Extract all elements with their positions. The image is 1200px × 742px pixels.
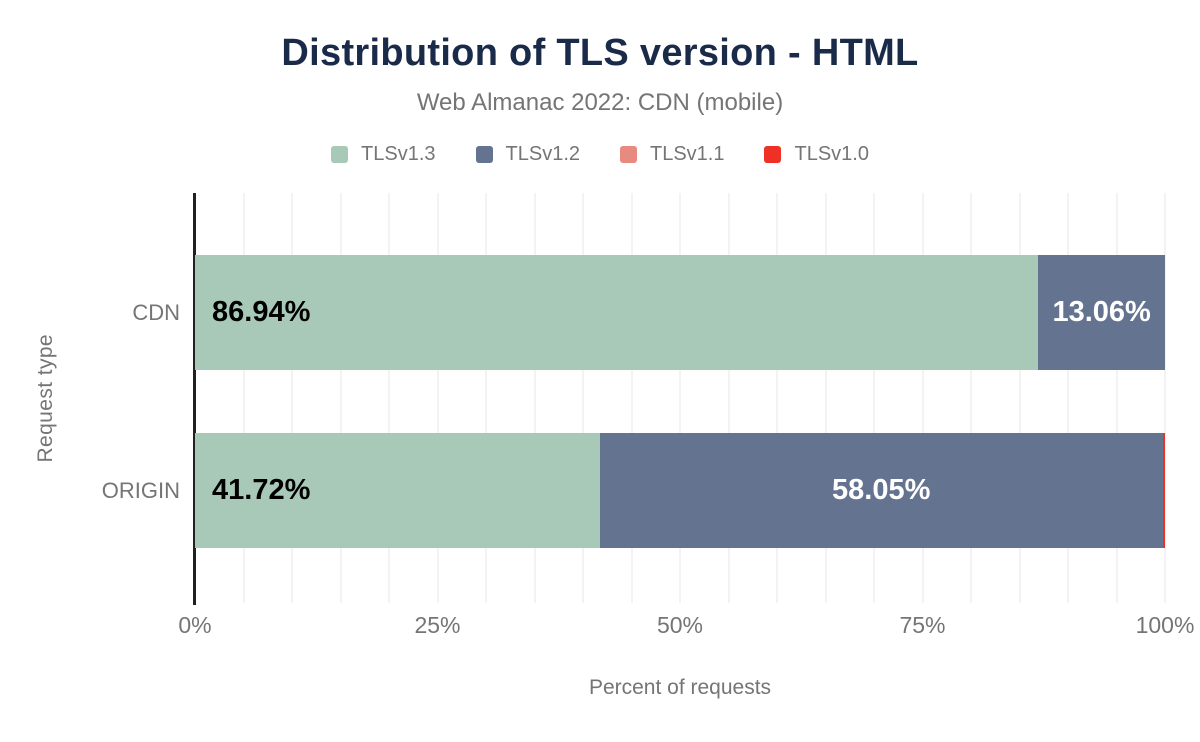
gridline	[339, 193, 342, 603]
gridline	[1018, 193, 1021, 603]
gridline	[776, 193, 778, 603]
gridline	[630, 193, 633, 603]
legend-swatch-tlsv1-1	[620, 146, 637, 163]
gridline	[824, 193, 827, 603]
segment-cdn-tlsv1-2: 13.06%	[1038, 255, 1165, 370]
chart-subtitle: Web Almanac 2022: CDN (mobile)	[416, 89, 784, 116]
y-axis-line	[193, 193, 196, 605]
x-tick-50: 50%	[656, 612, 704, 638]
x-tick-100: 100%	[1135, 612, 1195, 638]
category-label-origin: ORIGIN	[101, 477, 180, 503]
gridline	[242, 193, 245, 603]
gridline	[582, 193, 584, 603]
segment-origin-tlsv1-2: 58.05%	[599, 433, 1163, 548]
legend-label: TLSv1.2	[505, 143, 580, 165]
gridline	[388, 193, 390, 603]
legend-item-tlsv1-3: TLSv1.3	[331, 143, 436, 166]
gridline	[873, 193, 875, 603]
y-axis-title: Request type	[34, 333, 57, 463]
gridline	[1164, 193, 1166, 603]
category-label-cdn: CDN	[132, 299, 180, 325]
legend-swatch-tlsv1-0	[764, 146, 782, 163]
gridline	[921, 193, 924, 603]
segment-cdn-tlsv1-3: 86.94%	[195, 255, 1039, 370]
gridline	[1067, 193, 1069, 603]
gridline	[485, 193, 487, 603]
segment-origin-tlsv1-3: 41.72%	[195, 433, 600, 548]
legend: TLSv1.3 TLSv1.2 TLSv1.1 TLSv1.0	[0, 143, 1200, 166]
legend-swatch-tlsv1-3	[331, 146, 349, 163]
value-label: 41.72%	[212, 474, 311, 506]
gridline	[970, 193, 972, 603]
legend-item-tlsv1-0: TLSv1.0	[764, 143, 869, 166]
bar-origin: 41.72% 58.05%	[195, 433, 1165, 548]
x-tick-0: 0%	[178, 612, 212, 638]
value-label: 58.05%	[832, 474, 931, 506]
x-axis-title: Percent of requests	[588, 676, 772, 699]
segment-origin-tlsv1-0	[1163, 433, 1165, 548]
x-tick-25: 25%	[414, 612, 461, 638]
legend-swatch-tlsv1-2	[475, 146, 493, 163]
gridline	[1115, 193, 1118, 603]
gridline	[727, 193, 730, 603]
gridline	[679, 193, 681, 603]
plot-area: 86.94% 13.06% 41.72% 58.05%	[193, 193, 1166, 605]
x-tick-75: 75%	[899, 612, 946, 638]
gridline	[291, 193, 293, 603]
bar-cdn: 86.94% 13.06%	[195, 255, 1165, 370]
chart-title: Distribution of TLS version - HTML	[281, 32, 919, 74]
legend-label: TLSv1.1	[650, 143, 725, 165]
value-label: 86.94%	[212, 296, 311, 328]
legend-label: TLSv1.3	[361, 143, 436, 165]
legend-item-tlsv1-2: TLSv1.2	[475, 143, 580, 166]
legend-item-tlsv1-1: TLSv1.1	[620, 143, 724, 166]
gridline	[436, 193, 439, 603]
legend-label: TLSv1.0	[794, 143, 869, 165]
gridline	[533, 193, 536, 603]
y-axis-title-wrap: Request type	[24, 193, 68, 603]
value-label: 13.06%	[1052, 296, 1151, 328]
